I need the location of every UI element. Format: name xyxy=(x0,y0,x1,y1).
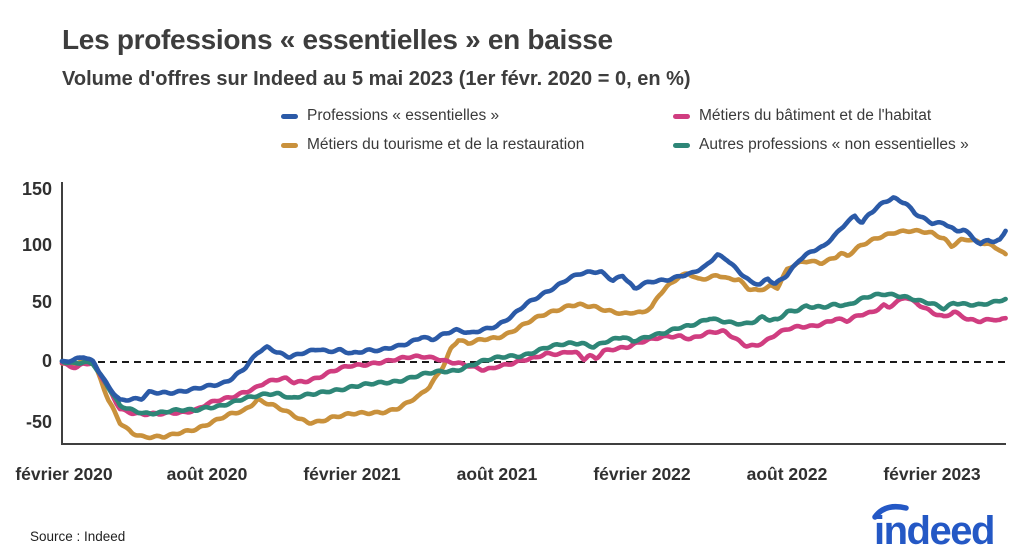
legend-label: Métiers du bâtiment et de l'habitat xyxy=(699,107,932,124)
series-line-2 xyxy=(59,227,1008,441)
indeed-logo-text: indeed xyxy=(874,509,994,552)
legend: Professions « essentielles » Métiers du … xyxy=(281,107,969,154)
x-tick-aout2021: août 2021 xyxy=(456,464,538,484)
page-subtitle: Volume d'offres sur Indeed au 5 mai 2023… xyxy=(62,68,691,90)
indeed-logo-arc-icon xyxy=(872,503,909,520)
legend-swatch-orange-icon xyxy=(281,142,298,148)
source-note: Source : Indeed xyxy=(30,529,126,544)
y-tick-100: 100 xyxy=(21,235,52,255)
legend-label: Professions « essentielles » xyxy=(307,107,500,124)
x-tick-fev2020: février 2020 xyxy=(15,464,113,484)
x-tick-fev2022: février 2022 xyxy=(593,464,691,484)
x-tick-fev2023: février 2023 xyxy=(883,464,981,484)
x-tick-aout2022: août 2022 xyxy=(746,464,828,484)
legend-item-batiment: Métiers du bâtiment et de l'habitat xyxy=(673,107,969,125)
legend-item-essentielles: Professions « essentielles » xyxy=(281,107,645,125)
legend-swatch-pink-icon xyxy=(673,113,690,119)
legend-item-tourisme: Métiers du tourisme et de la restauratio… xyxy=(281,136,645,154)
y-tick-50: 50 xyxy=(31,292,52,312)
series-lines xyxy=(59,195,1008,441)
x-tick-aout2020: août 2020 xyxy=(166,464,248,484)
y-tick-neg50: -50 xyxy=(25,412,52,432)
legend-label: Autres professions « non essentielles » xyxy=(699,136,969,153)
y-tick-0: 0 xyxy=(41,351,52,371)
legend-item-autres: Autres professions « non essentielles » xyxy=(673,136,969,154)
x-tick-fev2021: février 2021 xyxy=(303,464,401,484)
page-title: Les professions « essentielles » en bais… xyxy=(62,24,613,55)
legend-label: Métiers du tourisme et de la restauratio… xyxy=(307,136,585,153)
series-line-3 xyxy=(59,291,1008,417)
indeed-logo: indeed xyxy=(872,503,995,552)
series-line-0 xyxy=(59,195,1008,403)
series-line-1 xyxy=(59,295,1008,418)
legend-swatch-teal-icon xyxy=(673,142,690,148)
y-tick-150: 150 xyxy=(21,179,52,199)
legend-swatch-blue-icon xyxy=(281,113,298,119)
